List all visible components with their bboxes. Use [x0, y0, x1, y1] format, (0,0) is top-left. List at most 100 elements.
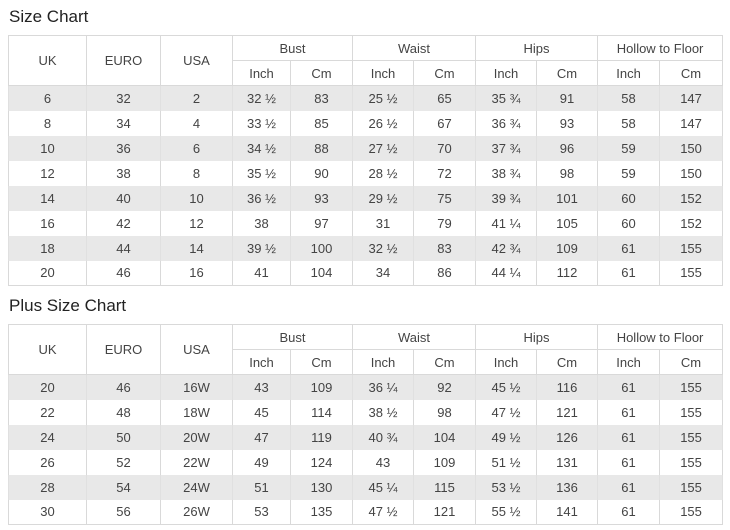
table-cell: 65 [413, 85, 477, 111]
table-cell: 105 [536, 210, 599, 236]
table-cell: 8 [160, 160, 233, 186]
table-cell: 16 [160, 260, 233, 286]
table-cell: 24 [8, 424, 87, 450]
col-group-bust: Bust [231, 324, 354, 350]
col-group-hips: Hips [475, 35, 599, 61]
table-cell: 155 [659, 449, 724, 475]
table-cell: 155 [659, 374, 724, 400]
table-cell: 75 [413, 185, 477, 211]
table-cell: 28 ½ [352, 160, 415, 186]
table-cell: 38 [86, 160, 161, 186]
plus-size-chart-title: Plus Size Chart [9, 296, 127, 315]
size-chart-table: UK EURO USA Bust Waist Hips Hollow to Fl… [8, 35, 724, 286]
col-header-hollow-inch: Inch [597, 349, 661, 375]
table-cell: 70 [413, 135, 477, 161]
table-cell: 39 ¾ [475, 185, 538, 211]
table-cell: 155 [659, 499, 724, 525]
table-cell: 109 [413, 449, 477, 475]
table-cell: 26W [160, 499, 233, 525]
table-cell: 38 ½ [352, 399, 415, 425]
size-chart-header: UK EURO USA Bust Waist Hips Hollow to Fl… [8, 35, 724, 86]
table-cell: 72 [413, 160, 477, 186]
table-cell: 61 [597, 499, 661, 525]
col-header-euro: EURO [86, 324, 161, 375]
table-row: 18 44 14 39 ½ 100 32 ½ 83 42 ¾ 109 61 155 [8, 235, 724, 261]
table-cell: 98 [413, 399, 477, 425]
table-cell: 61 [597, 374, 661, 400]
table-cell: 58 [597, 85, 661, 111]
table-cell: 20 [8, 374, 87, 400]
table-cell: 16 [8, 210, 87, 236]
table-cell: 116 [536, 374, 599, 400]
table-cell: 34 ½ [232, 135, 291, 161]
table-cell: 58 [597, 110, 661, 136]
table-cell: 59 [597, 135, 661, 161]
table-cell: 46 [86, 374, 161, 400]
table-cell: 147 [659, 110, 724, 136]
table-cell: 25 ½ [352, 85, 415, 111]
table-cell: 48 [86, 399, 161, 425]
table-cell: 88 [289, 135, 354, 161]
table-cell: 92 [413, 374, 477, 400]
col-group-waist: Waist [352, 35, 477, 61]
table-cell: 60 [597, 185, 661, 211]
col-header-hollow-inch: Inch [597, 60, 661, 86]
table-cell: 33 ½ [232, 110, 291, 136]
table-cell: 32 [86, 85, 161, 111]
col-header-bust-inch: Inch [232, 60, 291, 86]
table-cell: 121 [413, 499, 477, 525]
table-cell: 61 [597, 449, 661, 475]
table-cell: 32 ½ [232, 85, 291, 111]
col-header-hips-cm: Cm [536, 349, 599, 375]
table-cell: 93 [536, 110, 599, 136]
table-cell: 10 [8, 135, 87, 161]
table-cell: 53 ½ [475, 474, 538, 500]
table-cell: 115 [413, 474, 477, 500]
table-cell: 6 [8, 85, 87, 111]
table-row: 30 56 26W 53 135 47 ½ 121 55 ½ 141 61 155 [8, 499, 724, 525]
table-cell: 35 ½ [232, 160, 291, 186]
col-header-waist-inch: Inch [352, 60, 415, 86]
table-cell: 85 [289, 110, 354, 136]
size-chart-section: Size Chart UK EURO USA Bust Waist Hips H… [8, 6, 724, 286]
table-cell: 49 ½ [475, 424, 538, 450]
table-row: 24 50 20W 47 119 40 ¾ 104 49 ½ 126 61 155 [8, 424, 724, 450]
table-cell: 54 [86, 474, 161, 500]
col-header-hips-inch: Inch [475, 349, 538, 375]
table-cell: 46 [86, 260, 161, 286]
table-cell: 52 [86, 449, 161, 475]
plus-size-chart-header: UK EURO USA Bust Waist Hips Hollow to Fl… [8, 324, 724, 375]
table-cell: 104 [413, 424, 477, 450]
table-cell: 67 [413, 110, 477, 136]
table-cell: 51 ½ [475, 449, 538, 475]
size-chart-title: Size Chart [9, 7, 89, 26]
table-cell: 41 ¼ [475, 210, 538, 236]
table-cell: 114 [289, 399, 354, 425]
table-cell: 4 [160, 110, 233, 136]
table-cell: 131 [536, 449, 599, 475]
size-chart-body: 6 32 2 32 ½ 83 25 ½ 65 35 ¾ 91 58 147 8 34 4 33 ½ 85 26 … [8, 85, 724, 286]
table-row: 20 46 16 41 104 34 86 44 ¼ 112 61 155 [8, 260, 724, 286]
table-cell: 38 ¾ [475, 160, 538, 186]
table-cell: 150 [659, 160, 724, 186]
table-cell: 49 [232, 449, 291, 475]
table-cell: 97 [289, 210, 354, 236]
table-cell: 47 ½ [475, 399, 538, 425]
col-header-uk: UK [8, 324, 87, 375]
table-cell: 101 [536, 185, 599, 211]
table-cell: 47 ½ [352, 499, 415, 525]
table-cell: 31 [352, 210, 415, 236]
table-cell: 24W [160, 474, 233, 500]
table-cell: 18W [160, 399, 233, 425]
col-header-bust-cm: Cm [289, 349, 354, 375]
table-cell: 126 [536, 424, 599, 450]
table-cell: 35 ¾ [475, 85, 538, 111]
table-cell: 20 [8, 260, 87, 286]
col-group-hollow-to-floor: Hollow to Floor [597, 35, 724, 61]
table-cell: 36 ½ [232, 185, 291, 211]
table-cell: 61 [597, 235, 661, 261]
table-row: 6 32 2 32 ½ 83 25 ½ 65 35 ¾ 91 58 147 [8, 85, 724, 111]
table-row: 10 36 6 34 ½ 88 27 ½ 70 37 ¾ 96 59 150 [8, 135, 724, 161]
table-cell: 14 [160, 235, 233, 261]
